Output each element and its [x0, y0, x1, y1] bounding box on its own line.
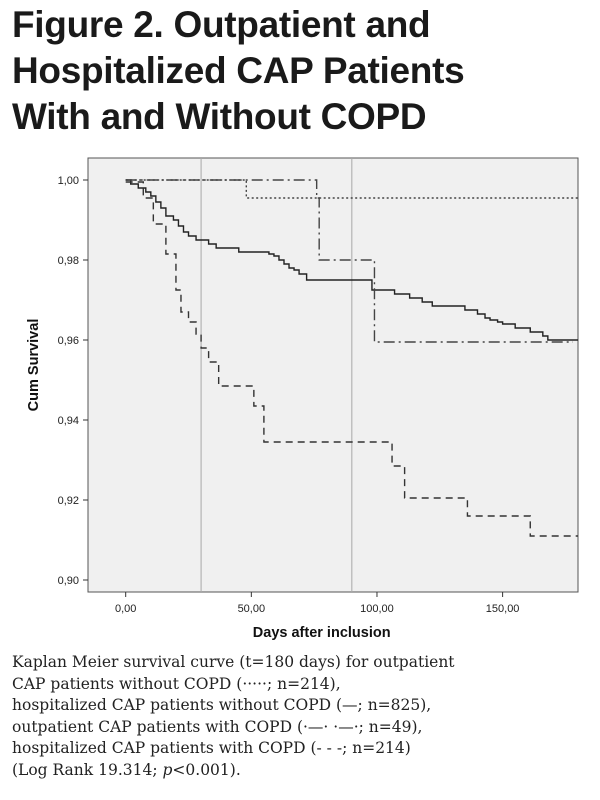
- y-tick-label: 0,90: [58, 575, 79, 587]
- y-tick-label: 0,92: [58, 495, 79, 507]
- caption-line: CAP patients without COPD (·····; n=214)…: [12, 674, 341, 693]
- figure-title: Figure 2. Outpatient and Hospitalized CA…: [12, 2, 592, 140]
- caption-p-symbol: p: [162, 760, 173, 779]
- y-tick-label: 0,96: [58, 335, 79, 347]
- plot-area: [87, 157, 579, 593]
- caption-line: hospitalized CAP patients with COPD (- -…: [12, 739, 411, 757]
- series-line-dotted: [125, 179, 578, 199]
- survival-chart: 0,90 0,92 0,94 0,96 0,98 1,00 0,00 50,00 100,00 1…: [26, 157, 579, 641]
- caption-p-value: <0.001).: [172, 760, 241, 779]
- x-tick-label: 0,00: [115, 603, 136, 615]
- y-tick-label: 0,98: [58, 255, 79, 267]
- series-line-dashdot: [125, 179, 573, 343]
- caption-logrank: (Log Rank 19.314;: [12, 760, 163, 779]
- y-tick-label: 0,94: [58, 415, 79, 427]
- caption-line: outpatient CAP patients with COPD (·—· ·…: [12, 717, 423, 736]
- series-line-dashed: [125, 181, 578, 537]
- x-tick-label: 100,00: [360, 603, 394, 615]
- series-line-solid: [125, 179, 578, 341]
- x-tick-label: 150,00: [486, 603, 520, 615]
- y-axis-label: Cum Survival: [26, 319, 42, 412]
- title-line: Figure 2. Outpatient and: [12, 4, 431, 45]
- x-tick-label: 50,00: [238, 603, 266, 615]
- title-line: With and Without COPD: [12, 96, 427, 137]
- caption-line: hospitalized CAP patients without COPD (…: [12, 696, 432, 714]
- caption-line-last: (Log Rank 19.314; p<0.001).: [12, 760, 592, 782]
- figure-caption: Kaplan Meier survival curve (t=180 days)…: [12, 652, 592, 781]
- title-line: Hospitalized CAP Patients: [12, 50, 465, 91]
- y-tick-label: 1,00: [58, 175, 79, 187]
- caption-line: Kaplan Meier survival curve (t=180 days)…: [12, 653, 455, 671]
- x-axis-label: Days after inclusion: [253, 625, 391, 641]
